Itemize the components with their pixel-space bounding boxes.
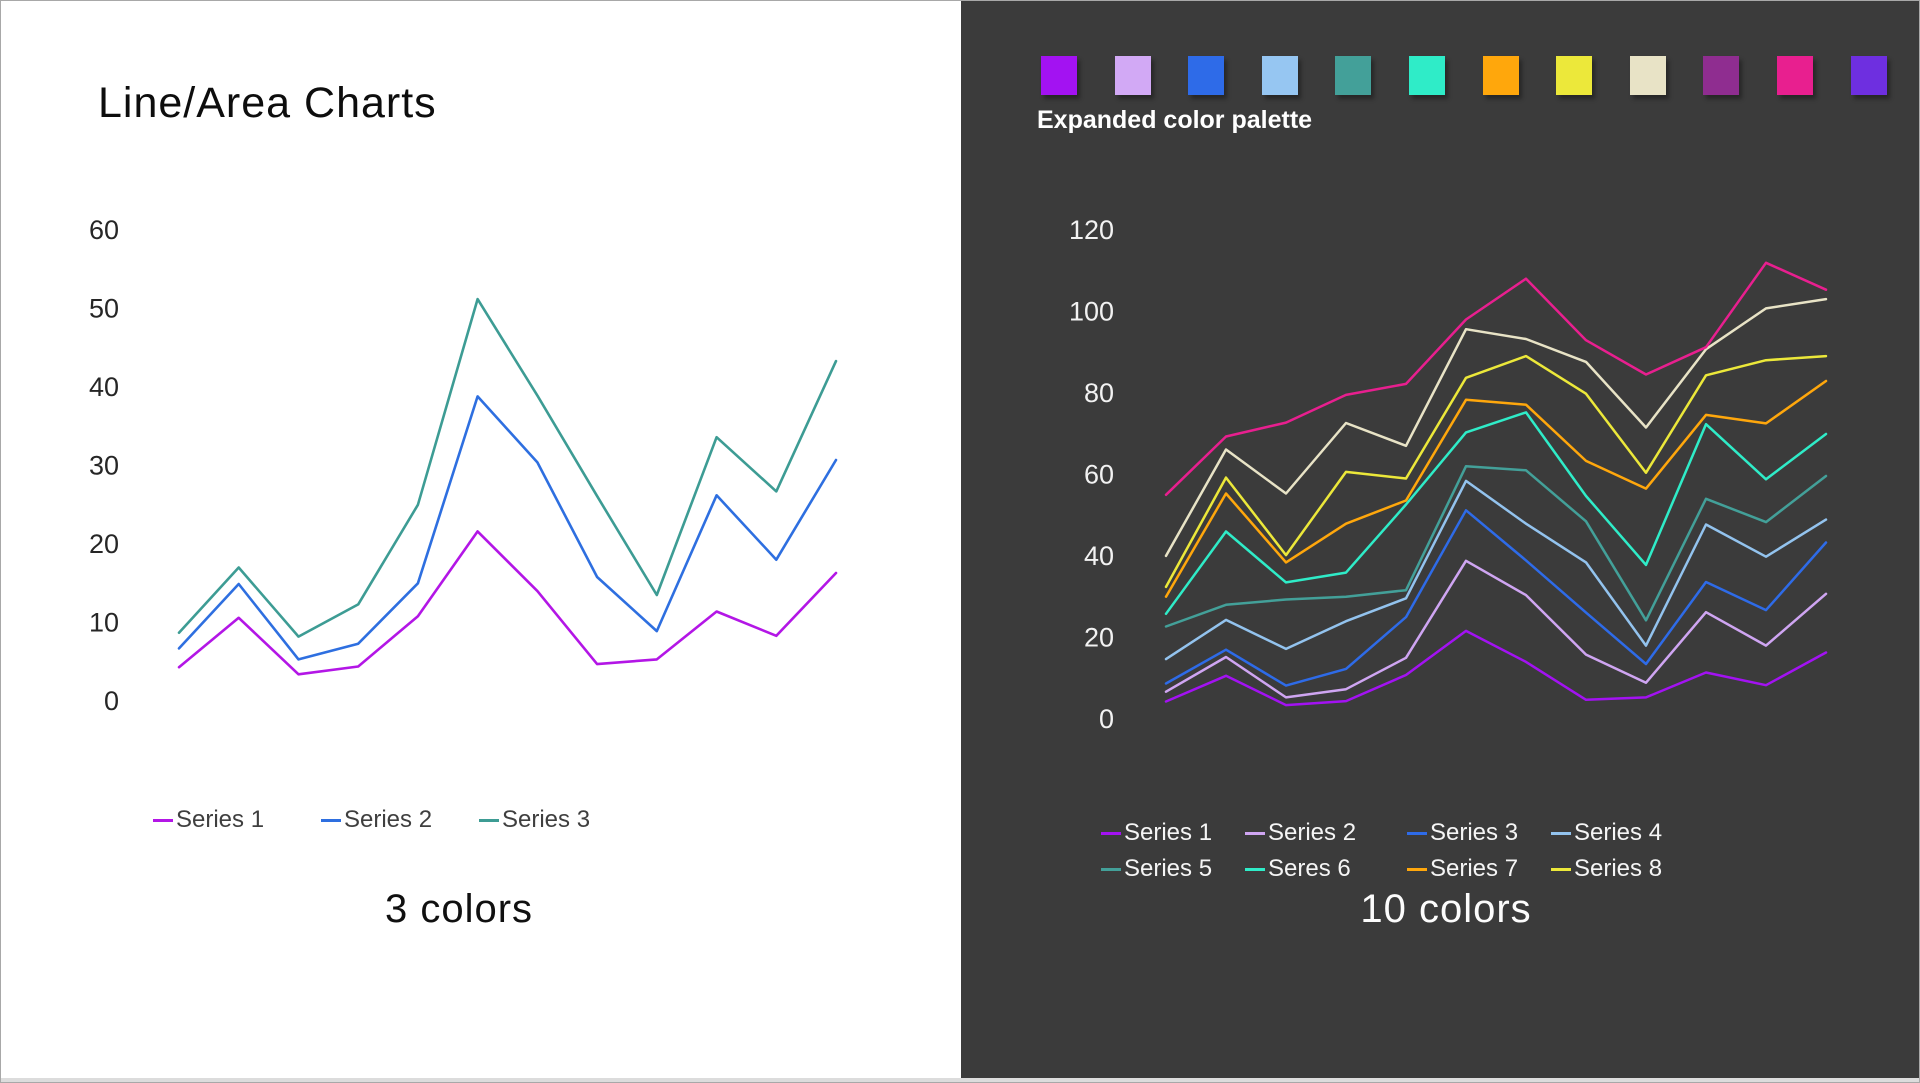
y-axis-tick-label: 20 [1084, 622, 1114, 652]
series-line-series-5 [1164, 464, 1828, 628]
right-panel: Expanded color palette 0 20 40 60 80 100 120 S… [961, 1, 1919, 1078]
y-axis-tick-label: 40 [1084, 541, 1114, 571]
legend-line-swatch [1245, 831, 1265, 835]
palette-swatch-8 [1556, 56, 1593, 95]
legend-label: Series 5 [1124, 855, 1213, 882]
legend-label: Series 1 [1124, 819, 1213, 846]
legend-item: Series 8 [1551, 854, 1662, 884]
left-panel: Line/Area Charts 0 10 20 30 40 50 60 Series 1 S… [1, 1, 961, 1078]
palette-swatch-2 [1114, 56, 1151, 95]
series-line-series-3 [1164, 509, 1828, 687]
palette-swatch-7 [1482, 56, 1519, 95]
y-axis-tick-label: 60 [1084, 459, 1114, 489]
legend-item: Series 3 [1407, 818, 1518, 848]
bottom-edge-strip [1, 1078, 1919, 1082]
y-axis-tick-label: 60 [89, 215, 119, 245]
legend-item: Series 3 [479, 805, 590, 835]
legend-label: Series 2 [344, 806, 433, 833]
series-line-seres-6 [1164, 411, 1828, 616]
palette-swatch-1 [1041, 56, 1077, 95]
y-axis-tick-label: 50 [89, 294, 119, 324]
legend-line-swatch [1101, 867, 1121, 871]
legend-item: Series 2 [321, 805, 432, 835]
y-axis-tick-label: 30 [89, 451, 119, 481]
legend-line-swatch [479, 818, 499, 822]
palette-swatch-5 [1335, 56, 1372, 95]
legend-line-swatch [1551, 867, 1571, 871]
y-axis-tick-label: 0 [104, 686, 119, 716]
legend-label: Series 4 [1574, 819, 1663, 846]
legend-item: Seres 6 [1245, 854, 1351, 884]
y-axis-tick-label: 0 [1099, 704, 1114, 734]
palette-swatch-3 [1188, 56, 1225, 95]
legend-line-swatch [1101, 831, 1121, 835]
palette-swatch-9 [1629, 56, 1666, 95]
series-line-series-2 [1164, 559, 1828, 699]
series-line-series-9 [1164, 297, 1828, 558]
series-line-series-7 [1164, 379, 1828, 598]
palette-swatch-4 [1261, 56, 1298, 95]
series-line-series-4 [1164, 479, 1828, 661]
legend-item: Series 7 [1407, 854, 1518, 884]
series-line-series-8 [1164, 354, 1828, 589]
palette-swatch-10 [1703, 56, 1740, 95]
legend-line-swatch [321, 818, 341, 822]
y-axis-tick-label: 40 [89, 372, 119, 402]
legend-item: Series 2 [1245, 818, 1356, 848]
legend-label: Series 2 [1268, 819, 1357, 846]
legend-label: Series 1 [176, 806, 265, 833]
legend-line-swatch [1245, 867, 1265, 871]
caption-3-colors: 3 colors [384, 887, 534, 931]
y-axis-tick-label: 80 [1084, 378, 1114, 408]
left-line-chart: 0 10 20 30 40 50 60 [89, 215, 838, 716]
legend-label: Series 8 [1574, 855, 1663, 882]
legend-label: Series 3 [502, 806, 591, 833]
legend-item: Series 5 [1101, 854, 1212, 884]
series-line-series-2 [177, 395, 838, 661]
legend-line-swatch [1551, 831, 1571, 835]
legend-item: Series 1 [1101, 818, 1212, 848]
palette-label: Expanded color palette [1037, 106, 1313, 134]
palette-swatch-11 [1777, 56, 1813, 95]
legend-line-swatch [153, 818, 173, 822]
right-line-chart: 0 20 40 60 80 100 120 [1069, 215, 1828, 734]
legend-label: Series 3 [1430, 819, 1519, 846]
y-axis-tick-label: 10 [89, 608, 119, 638]
series-line-series-10 [1164, 261, 1828, 497]
y-axis-tick-label: 120 [1069, 215, 1114, 245]
series-line-series-1 [177, 530, 838, 676]
palette-swatch-12 [1850, 56, 1887, 95]
series-line-series-3 [177, 297, 838, 638]
legend-line-swatch [1407, 831, 1427, 835]
series-line-series-1 [1164, 629, 1828, 707]
y-axis-tick-label: 100 [1069, 296, 1114, 326]
page-title: Line/Area Charts [98, 79, 437, 127]
legend-label: Series 7 [1430, 855, 1519, 882]
palette-swatch-6 [1409, 56, 1445, 95]
legend-label: Seres 6 [1268, 855, 1351, 882]
caption-10-colors: 10 colors [1360, 887, 1532, 931]
y-axis-tick-label: 20 [89, 529, 119, 559]
legend-item: Series 1 [153, 805, 264, 835]
legend-line-swatch [1407, 867, 1427, 871]
legend-item: Series 4 [1551, 818, 1662, 848]
